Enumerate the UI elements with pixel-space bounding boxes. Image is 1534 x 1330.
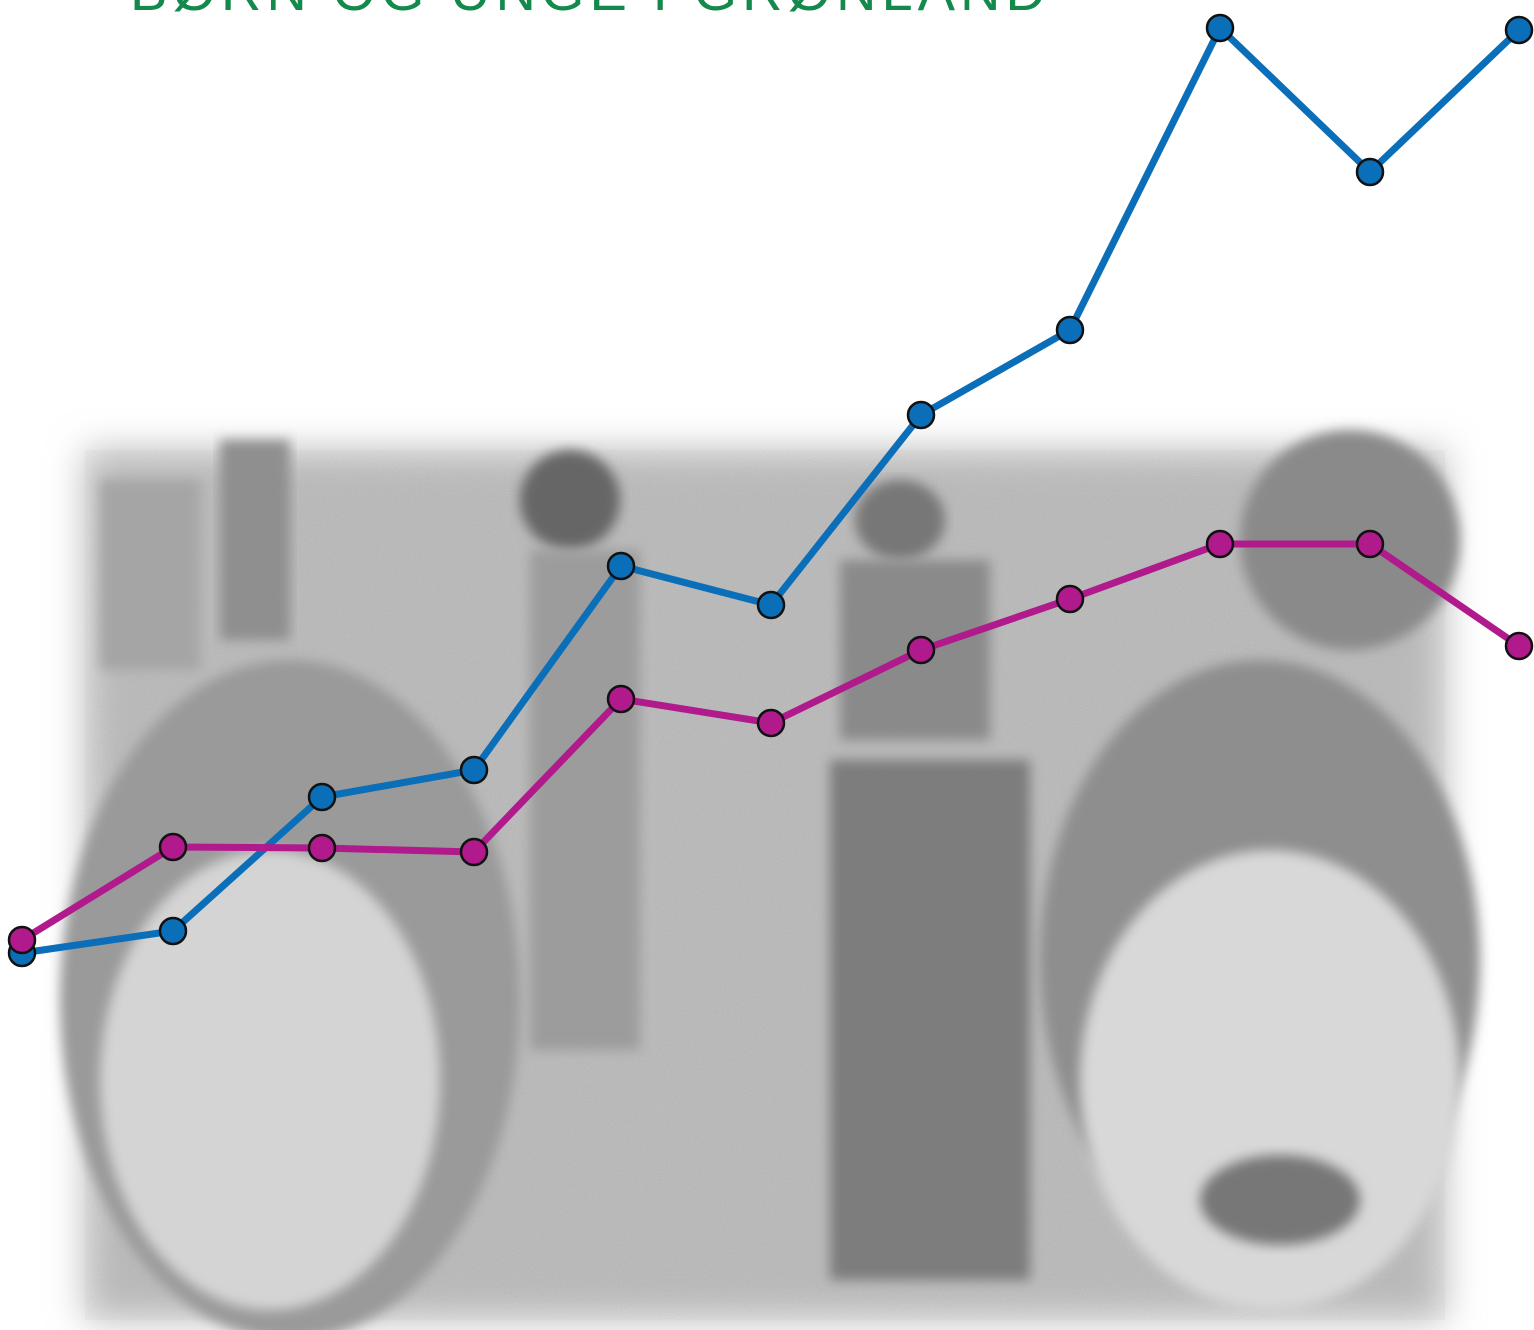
cover: BØRN OG UNGE I GRØNLAND: [0, 0, 1534, 1330]
page: BØRN OG UNGE I GRØNLAND (() => { const d…: [0, 0, 1534, 1330]
cover-title: BØRN OG UNGE I GRØNLAND: [130, 0, 1051, 22]
photo: [60, 430, 1480, 1330]
